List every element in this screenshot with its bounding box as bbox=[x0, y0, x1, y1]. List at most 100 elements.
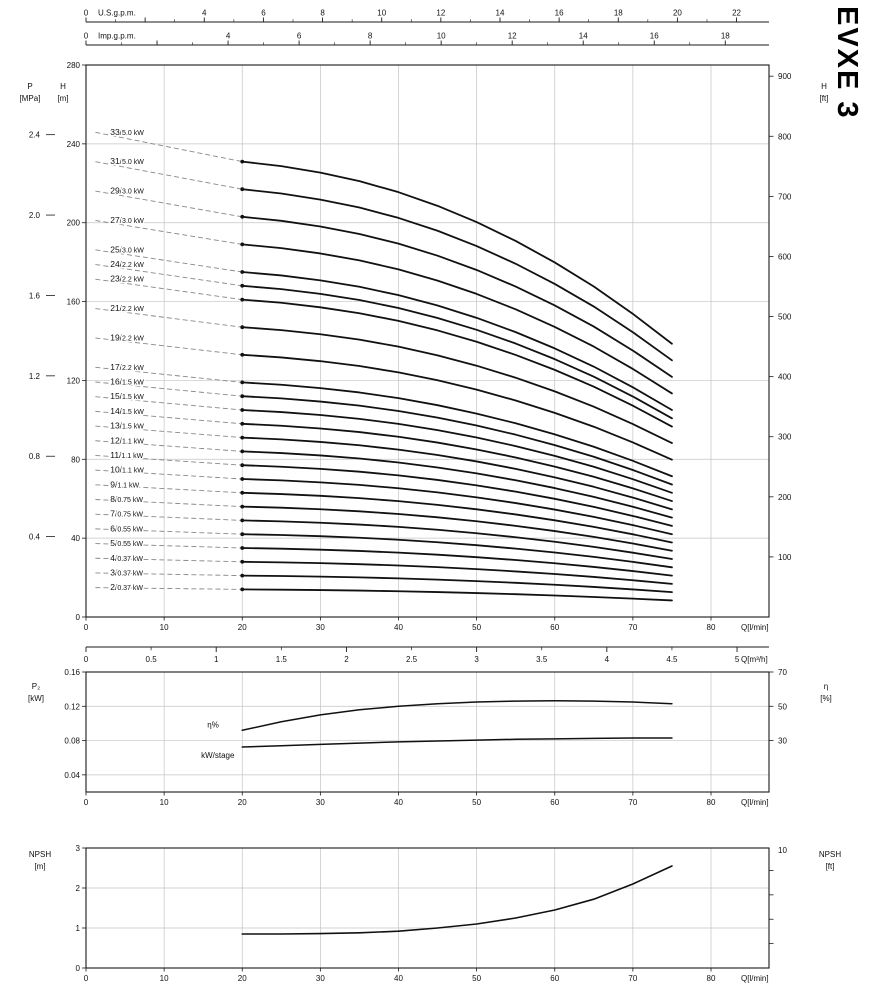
curve-start-marker bbox=[240, 449, 245, 454]
svg-text:0.16: 0.16 bbox=[64, 668, 80, 677]
head-curve-27-stages: 27/3.0 kW bbox=[95, 213, 673, 395]
svg-text:[MPa]: [MPa] bbox=[20, 94, 41, 103]
head-curve-15-stages: 15/1.5 kW bbox=[95, 390, 673, 494]
curve-start-marker bbox=[240, 463, 245, 468]
main-axes-labels: 0 40 80 120 160 200 240 280 0.4 0.8 1.2 1.6 2.0 2.4 10… bbox=[20, 61, 829, 622]
svg-text:4.5: 4.5 bbox=[666, 655, 678, 664]
curve-start-marker bbox=[240, 435, 245, 440]
svg-text:16: 16 bbox=[555, 9, 564, 18]
svg-text:18: 18 bbox=[614, 9, 623, 18]
curve-start-marker bbox=[240, 587, 245, 592]
head-curve-16-stages: 16/1.5 kW bbox=[95, 375, 673, 486]
curve-start-marker bbox=[240, 159, 245, 164]
svg-text:4: 4 bbox=[605, 655, 610, 664]
curve-start-marker bbox=[240, 242, 245, 247]
head-curve-21-stages: 21/2.2 kW bbox=[95, 302, 673, 445]
svg-text:2: 2 bbox=[76, 884, 81, 893]
curve-start-marker bbox=[240, 573, 245, 578]
svg-text:2: 2 bbox=[344, 655, 349, 664]
svg-text:0.5: 0.5 bbox=[146, 655, 158, 664]
curve-label: 7/0.75 kW bbox=[110, 509, 143, 519]
svg-text:60: 60 bbox=[550, 623, 559, 632]
svg-text:0.08: 0.08 bbox=[64, 737, 80, 746]
curve-start-marker bbox=[240, 490, 245, 495]
power-efficiency-chart: 0.16 0.12 0.08 0.04 70 50 30 P₂ [kW] η [%] η% kW/sta… bbox=[28, 668, 832, 807]
svg-text:120: 120 bbox=[67, 376, 81, 385]
svg-text:0.04: 0.04 bbox=[64, 771, 80, 780]
head-curve-25-stages: 25/3.0 kW bbox=[95, 243, 673, 411]
head-curve-9-stages: 9/1.1 kW bbox=[95, 478, 673, 544]
head-curve-10-stages: 10/1.1 kW bbox=[95, 463, 673, 536]
svg-text:50: 50 bbox=[778, 702, 787, 711]
svg-text:P₂: P₂ bbox=[32, 682, 40, 691]
svg-text:40: 40 bbox=[394, 798, 403, 807]
svg-text:[m]: [m] bbox=[57, 94, 68, 103]
curve-start-marker bbox=[240, 394, 245, 399]
svg-text:4: 4 bbox=[202, 9, 207, 18]
svg-text:70: 70 bbox=[778, 668, 787, 677]
svg-text:30: 30 bbox=[316, 798, 325, 807]
svg-text:70: 70 bbox=[628, 974, 637, 983]
svg-text:10: 10 bbox=[160, 798, 169, 807]
curve-label: 5/0.55 kW bbox=[110, 538, 143, 548]
svg-text:20: 20 bbox=[238, 798, 247, 807]
curve-start-marker bbox=[240, 297, 245, 302]
svg-text:160: 160 bbox=[67, 298, 81, 307]
head-curve-17-stages: 17/2.2 kW bbox=[95, 360, 673, 478]
head-curve-3-stages: 3/0.37 kW bbox=[95, 566, 673, 594]
curve-label: 13/1.5 kW bbox=[110, 421, 144, 431]
svg-text:18: 18 bbox=[721, 32, 730, 41]
head-curve-23-stages: 23/2.2 kW bbox=[95, 272, 673, 428]
svg-text:10: 10 bbox=[160, 623, 169, 632]
svg-text:0: 0 bbox=[84, 655, 89, 664]
head-curve-4-stages: 4/0.37 kW bbox=[95, 551, 673, 585]
svg-text:80: 80 bbox=[707, 798, 716, 807]
svg-text:5: 5 bbox=[735, 655, 740, 664]
svg-text:700: 700 bbox=[778, 192, 792, 201]
svg-text:1.2: 1.2 bbox=[29, 372, 41, 381]
svg-text:Q[l/min]: Q[l/min] bbox=[741, 798, 769, 807]
svg-text:60: 60 bbox=[550, 974, 559, 983]
head-curve-6-stages: 6/0.55 kW bbox=[95, 522, 673, 569]
svg-text:3: 3 bbox=[474, 655, 479, 664]
svg-text:[%]: [%] bbox=[820, 694, 832, 703]
svg-text:1.6: 1.6 bbox=[29, 291, 41, 300]
svg-text:400: 400 bbox=[778, 373, 792, 382]
head-curve-24-stages: 24/2.2 kW bbox=[95, 258, 673, 420]
curve-label: 25/3.0 kW bbox=[110, 244, 144, 254]
svg-text:200: 200 bbox=[778, 493, 792, 502]
svg-text:[kW]: [kW] bbox=[28, 694, 44, 703]
svg-text:12: 12 bbox=[436, 9, 445, 18]
svg-text:80: 80 bbox=[707, 974, 716, 983]
curve-start-marker bbox=[240, 214, 245, 219]
curve-start-marker bbox=[240, 421, 245, 426]
curve-label: 12/1.1 kW bbox=[110, 435, 144, 445]
svg-text:0: 0 bbox=[84, 32, 89, 41]
svg-text:10: 10 bbox=[160, 974, 169, 983]
svg-text:8: 8 bbox=[368, 32, 373, 41]
svg-text:500: 500 bbox=[778, 313, 792, 322]
npsh-chart: 0 1 2 3 10 NPSH [m] NPSH [ft] 0 10 20 30 40 50 60 70 80 Q[… bbox=[29, 844, 841, 983]
svg-text:3.5: 3.5 bbox=[536, 655, 548, 664]
svg-text:16: 16 bbox=[650, 32, 659, 41]
svg-text:2.4: 2.4 bbox=[29, 131, 41, 140]
svg-text:0: 0 bbox=[76, 613, 81, 622]
curve-label: 16/1.5 kW bbox=[110, 377, 144, 387]
curve-label: 19/2.2 kW bbox=[110, 332, 144, 342]
svg-text:2.5: 2.5 bbox=[406, 655, 418, 664]
head-curve-2-stages: 2/0.37 kW bbox=[95, 581, 673, 602]
curve-label: 9/1.1 kW bbox=[110, 479, 139, 489]
svg-text:4: 4 bbox=[226, 32, 231, 41]
svg-text:10: 10 bbox=[437, 32, 446, 41]
head-curves: 33/5.0 kW 31/5.0 kW 29/3.0 kW 27/3.0 kW 25/3… bbox=[95, 125, 673, 602]
svg-text:30: 30 bbox=[316, 974, 325, 983]
curve-label: 3/0.37 kW bbox=[110, 567, 143, 577]
svg-text:200: 200 bbox=[67, 219, 81, 228]
curve-label: 11/1.1 kW bbox=[110, 450, 143, 460]
svg-text:6: 6 bbox=[297, 32, 302, 41]
curve-label: 29/3.0 kW bbox=[110, 186, 144, 196]
head-curve-13-stages: 13/1.5 kW bbox=[95, 419, 673, 511]
svg-text:H: H bbox=[821, 82, 827, 91]
top-axis-title: Imp.g.p.m. bbox=[98, 32, 136, 41]
